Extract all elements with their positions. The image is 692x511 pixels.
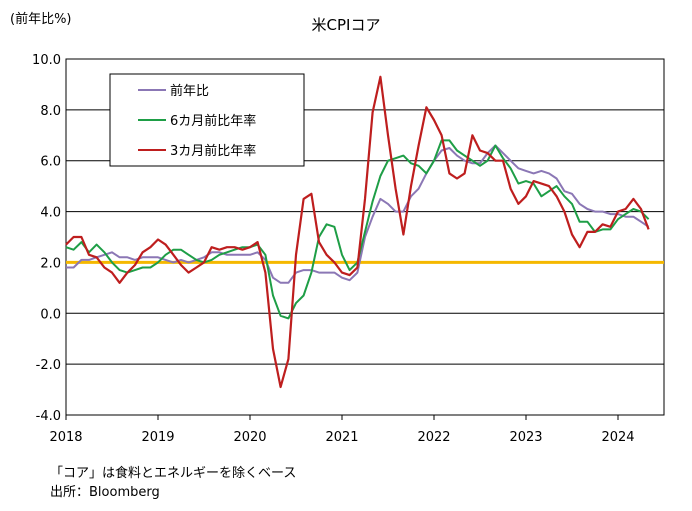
y-tick-label: 10.0 [32,53,61,68]
series-line-yoy [66,144,650,284]
x-tick-label: 2018 [49,430,82,445]
x-tick-label: 2024 [601,430,634,445]
footnote-core-definition: 「コア」は食料とエネルギーを除くベース [50,466,297,481]
chart-title: 米CPIコア [311,16,381,34]
x-tick-label: 2023 [509,430,542,445]
footnote-source: 出所：Bloomberg [50,485,160,500]
x-tick-label: 2020 [233,430,266,445]
y-tick-label: -2.0 [36,358,61,373]
plot-frame [65,58,665,416]
series-line-3m-annualized [65,75,650,389]
x-tick-label: 2019 [141,430,174,445]
y-tick-label: 4.0 [40,206,61,221]
legend-item-yoy-label: 前年比 [170,83,209,99]
x-tick-label: 2022 [417,430,450,445]
series-line-6m-annualized [65,139,650,320]
y-tick-label: -4.0 [36,409,61,424]
y-tick-label: 2.0 [40,256,61,271]
y-tick-label: 8.0 [40,104,61,119]
x-tick-label: 2021 [325,430,358,445]
y-tick-label: 6.0 [40,155,61,170]
y-tick-label: 0.0 [40,307,61,322]
legend-item-6m-annualized-label: 6カ月前比年率 [170,113,256,129]
legend-item-3m-annualized-label: 3カ月前比年率 [170,143,256,159]
y-axis-unit-label: (前年比%) [10,12,72,27]
